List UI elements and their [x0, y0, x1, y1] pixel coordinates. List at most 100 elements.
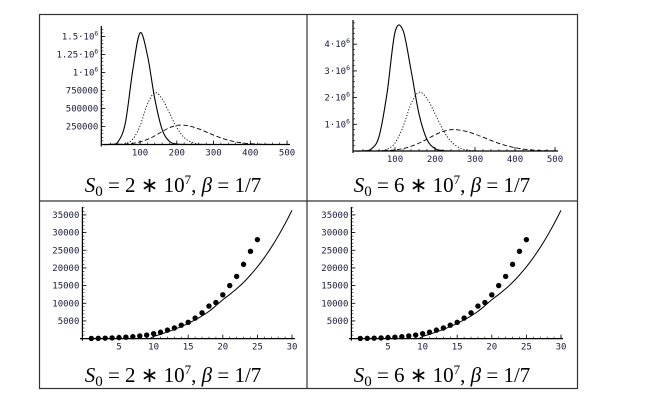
caption-sep: , — [460, 363, 471, 387]
data-point — [254, 236, 261, 243]
data-point — [496, 282, 502, 289]
data-point — [227, 282, 233, 289]
caption-eq: = 2 ∗ 10 — [102, 173, 185, 197]
data-point — [150, 330, 157, 337]
data-point — [192, 315, 198, 321]
caption-eq: = 6 ∗ 10 — [371, 363, 454, 387]
x-tick-label: 400 — [507, 155, 523, 165]
y-tick-label: 500000 — [66, 105, 99, 115]
series-line-dotted — [355, 91, 555, 152]
x-tick-label: 20 — [217, 343, 228, 353]
series-line-dotted — [103, 92, 288, 145]
y-tick-label: 5000 — [58, 317, 80, 327]
y-tick-label: 25000 — [52, 246, 79, 256]
caption-beta: β — [201, 363, 213, 387]
caption-eq: = 6 ∗ 10 — [371, 173, 454, 197]
caption-sep: , — [460, 173, 471, 197]
y-tick-label: 4·106 — [324, 37, 350, 50]
data-point — [137, 333, 143, 339]
caption-bottom-left: S0 = 2 ∗ 107, β = 1/7 — [85, 362, 262, 391]
model-curve — [418, 210, 562, 340]
x-tick-label: 300 — [205, 149, 221, 159]
y-tick-label: 25000 — [321, 246, 348, 256]
data-point — [454, 319, 460, 326]
series-line-solid — [103, 32, 288, 146]
data-point — [523, 236, 530, 243]
x-tick-label: 5 — [116, 343, 121, 353]
x-tick-label: 25 — [252, 343, 263, 353]
y-tick-label: 15000 — [321, 282, 348, 292]
x-tick-label: 200 — [427, 155, 443, 165]
data-point — [385, 334, 391, 341]
caption-sup: 7 — [184, 362, 192, 377]
data-point — [461, 315, 467, 321]
data-point — [171, 325, 178, 331]
data-point — [185, 319, 191, 326]
caption-sub: 0 — [364, 184, 372, 200]
caption-beta: β — [470, 173, 482, 197]
y-tick-label: 1.5·106 — [62, 30, 99, 43]
data-point — [123, 334, 129, 340]
caption-var: S — [84, 173, 96, 197]
data-point — [157, 329, 164, 335]
y-tick-label: 10000 — [52, 299, 79, 309]
caption-sup: 7 — [184, 172, 192, 187]
caption-sup: 7 — [453, 362, 461, 377]
chart-panel-top-left: 100 200 300 400 500 250000 500000 750000 1·106 1.… — [56, 26, 295, 159]
caption-beta: β — [201, 173, 213, 197]
x-tick-label: 300 — [467, 155, 483, 165]
y-tick-label: 5000 — [327, 317, 349, 327]
model-curve — [149, 210, 293, 340]
caption-top-left: S0 = 2 ∗ 107, β = 1/7 — [85, 172, 262, 201]
x-tick-label: 400 — [242, 149, 258, 159]
x-tick-label: 20 — [486, 343, 497, 353]
y-tick-label: 1·106 — [324, 117, 350, 130]
data-point — [247, 248, 254, 255]
data-point — [178, 322, 184, 328]
x-tick-label: 100 — [387, 155, 403, 165]
data-point — [419, 330, 426, 337]
y-tick-label: 1.25·106 — [56, 48, 98, 61]
data-point — [399, 333, 405, 340]
series-line-dashed — [354, 129, 556, 152]
data-point — [440, 325, 447, 331]
x-tick-label: 100 — [132, 149, 148, 159]
x-tick-label: 15 — [452, 343, 463, 353]
y-tick-label: 250000 — [66, 123, 99, 133]
caption-beta-eq: = 1/7 — [212, 363, 262, 387]
x-tick-label: 10 — [417, 343, 428, 353]
series-line-solid — [354, 24, 555, 152]
data-point — [130, 333, 136, 340]
y-tick-label: 30000 — [52, 229, 79, 239]
data-point — [206, 303, 212, 309]
data-point — [406, 333, 412, 339]
caption-sep: , — [191, 363, 202, 387]
x-tick-label: 500 — [279, 149, 295, 159]
y-tick-label: 15000 — [52, 282, 79, 292]
x-tick-label: 30 — [556, 343, 567, 353]
data-point — [357, 335, 364, 342]
data-point — [143, 332, 150, 338]
data-point — [489, 292, 495, 298]
data-point — [95, 335, 101, 342]
y-tick-label: 1·106 — [73, 66, 99, 79]
caption-beta: β — [470, 363, 482, 387]
data-point — [109, 335, 115, 341]
x-tick-label: 25 — [521, 343, 532, 353]
data-point — [468, 310, 474, 316]
data-point — [447, 322, 453, 328]
series-line-dashed — [103, 124, 288, 145]
data-point — [116, 334, 122, 341]
caption-var: S — [353, 363, 365, 387]
data-point — [482, 299, 488, 306]
data-point — [378, 335, 384, 341]
data-point — [102, 335, 108, 341]
caption-top-right: S0 = 6 ∗ 107, β = 1/7 — [354, 172, 531, 201]
data-point — [220, 292, 226, 298]
x-tick-label: 10 — [148, 343, 159, 353]
data-point — [392, 334, 398, 340]
data-point — [240, 261, 247, 268]
caption-var: S — [84, 363, 96, 387]
data-point — [502, 273, 509, 280]
